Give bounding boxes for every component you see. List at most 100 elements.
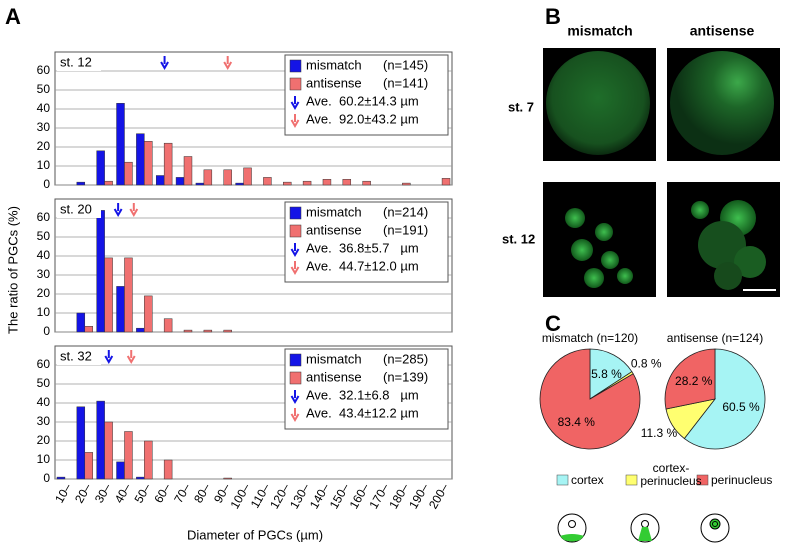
y-tick-label: 40 bbox=[37, 101, 51, 115]
y-tick-label: 50 bbox=[37, 376, 51, 390]
legend-n: (n=141) bbox=[383, 75, 428, 90]
bar bbox=[76, 312, 86, 333]
average-arrow bbox=[290, 243, 300, 257]
y-tick-label: 20 bbox=[37, 286, 51, 300]
legend-n: (n=145) bbox=[383, 57, 428, 72]
bar bbox=[144, 295, 153, 333]
legend-label: cortex-perinucleus bbox=[640, 461, 702, 488]
average-arrow bbox=[290, 261, 300, 275]
pie-title: antisense (n=124) bbox=[667, 331, 763, 345]
y-tick-label: 0 bbox=[43, 471, 50, 485]
legend-label: antisense bbox=[306, 222, 362, 237]
bar bbox=[223, 169, 232, 186]
x-tick-label: 60– bbox=[151, 481, 173, 506]
y-tick-label: 20 bbox=[37, 433, 51, 447]
bar bbox=[124, 161, 133, 186]
x-tick-label: 30– bbox=[92, 481, 114, 506]
average-label: Ave. 43.4±12.2 µm bbox=[306, 405, 419, 420]
stage-box bbox=[57, 54, 101, 71]
pie-value-label: 83.4 % bbox=[558, 415, 596, 429]
bar bbox=[84, 326, 93, 333]
y-tick-label: 10 bbox=[37, 305, 51, 319]
legend-swatch bbox=[289, 59, 302, 73]
bar bbox=[163, 459, 173, 480]
bar bbox=[116, 286, 125, 333]
bar bbox=[124, 431, 133, 480]
bar bbox=[104, 180, 113, 186]
pie-slice bbox=[539, 348, 641, 450]
bar bbox=[163, 318, 173, 333]
legend-n: (n=191) bbox=[383, 222, 428, 237]
bar bbox=[302, 180, 312, 186]
bar bbox=[116, 461, 125, 480]
stage-box bbox=[57, 201, 101, 218]
bar bbox=[96, 150, 105, 186]
legend-label: mismatch bbox=[306, 204, 362, 219]
stage-label: st. 12 bbox=[60, 54, 92, 69]
average-arrow bbox=[113, 203, 123, 217]
x-tick-label: 10– bbox=[52, 481, 74, 506]
average-arrow bbox=[290, 96, 300, 110]
bar bbox=[183, 329, 193, 333]
pie-value-label: 15.8 % bbox=[584, 367, 622, 381]
y-axis-title: The ratio of PGCs (%) bbox=[5, 206, 20, 334]
x-tick-label: 40– bbox=[112, 481, 134, 506]
panel-label: A bbox=[5, 4, 21, 29]
bar bbox=[144, 440, 153, 480]
legend-label: mismatch bbox=[306, 351, 362, 366]
bar bbox=[163, 142, 173, 186]
bar bbox=[56, 476, 66, 480]
average-arrow bbox=[223, 56, 233, 70]
y-tick-label: 20 bbox=[37, 139, 51, 153]
row-label: st. 12 bbox=[502, 231, 535, 246]
bar bbox=[402, 182, 411, 186]
legend-swatch bbox=[289, 77, 302, 91]
bar bbox=[96, 210, 105, 333]
average-arrow bbox=[160, 56, 169, 70]
x-tick-label: 200– bbox=[426, 481, 452, 511]
bar bbox=[223, 477, 232, 480]
stage-label: st. 32 bbox=[60, 348, 92, 363]
bar bbox=[203, 169, 213, 186]
average-label: Ave. 36.8±5.7 µm bbox=[306, 240, 419, 255]
row-label: st. 7 bbox=[508, 99, 534, 114]
x-tick-label: 80– bbox=[191, 481, 213, 506]
bar bbox=[116, 103, 125, 186]
x-tick-label: 160– bbox=[347, 481, 373, 511]
bar bbox=[441, 178, 451, 186]
x-tick-label: 190– bbox=[406, 481, 432, 511]
bar bbox=[362, 180, 371, 186]
legend-box bbox=[284, 54, 449, 136]
y-tick-label: 0 bbox=[43, 324, 50, 338]
bar bbox=[136, 476, 145, 480]
x-axis-title: Diameter of PGCs (µm) bbox=[187, 527, 323, 542]
bar bbox=[155, 175, 165, 186]
pie-value-label: 28.2 % bbox=[675, 374, 713, 388]
bar bbox=[144, 141, 153, 186]
x-tick-label: 20– bbox=[72, 481, 94, 506]
bar bbox=[263, 177, 272, 186]
stage-box bbox=[57, 348, 101, 365]
x-tick-label: 120– bbox=[267, 481, 293, 511]
x-tick-label: 140– bbox=[307, 481, 333, 511]
legend-n: (n=139) bbox=[383, 369, 428, 384]
bar bbox=[283, 181, 292, 186]
column-label: antisense bbox=[690, 23, 755, 39]
stage-label: st. 20 bbox=[60, 201, 92, 216]
average-arrow bbox=[104, 350, 114, 364]
average-label: Ave. 60.2±14.3 µm bbox=[306, 93, 419, 108]
legend-label: perinucleus bbox=[711, 473, 773, 487]
legend-swatch bbox=[289, 353, 302, 367]
pie-value-label: 0.8 % bbox=[631, 357, 662, 371]
legend-box bbox=[284, 201, 449, 283]
bar bbox=[84, 452, 93, 480]
y-tick-label: 10 bbox=[37, 452, 51, 466]
average-arrow bbox=[290, 390, 300, 404]
bar bbox=[104, 257, 113, 333]
legend-label: antisense bbox=[306, 369, 362, 384]
bar bbox=[175, 177, 185, 186]
bar bbox=[342, 179, 352, 186]
average-label: Ave. 92.0±43.2 µm bbox=[306, 111, 419, 126]
pie-slice bbox=[589, 348, 633, 400]
